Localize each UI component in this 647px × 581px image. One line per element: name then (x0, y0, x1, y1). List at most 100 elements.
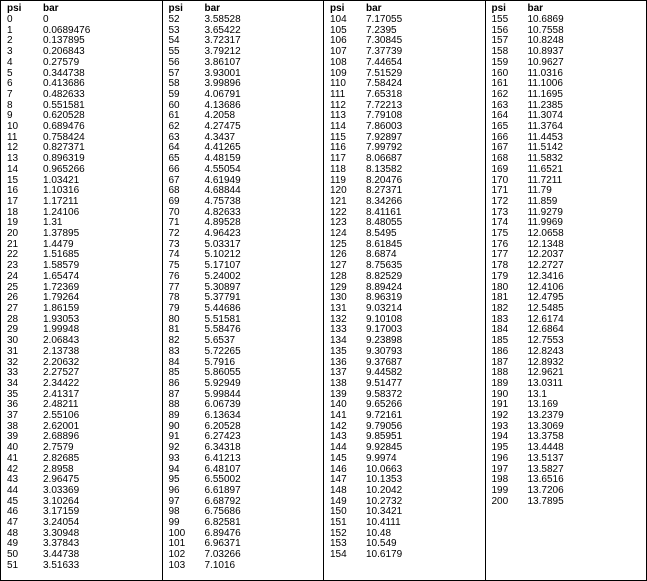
table-row: 402.7579 (7, 443, 162, 454)
table-row: 1399.58372 (330, 390, 485, 401)
table-row: 785.37791 (169, 293, 324, 304)
table-row: 362.48211 (7, 400, 162, 411)
table-row: 664.55054 (169, 165, 324, 176)
bar-cell: 3.51633 (35, 561, 162, 572)
psi-cell: 93 (169, 454, 197, 465)
bar-cell: 8.13582 (358, 165, 485, 176)
table-row: 352.41317 (7, 390, 162, 401)
table-row: 17512.0658 (492, 229, 647, 240)
table-row: 795.44686 (169, 304, 324, 315)
table-row: 1037.1016 (169, 561, 324, 572)
table-row: 15910.9627 (492, 58, 647, 69)
table-row: 18412.6864 (492, 325, 647, 336)
psi-cell: 24 (7, 272, 35, 283)
table-row: 1167.99792 (330, 143, 485, 154)
psi-cell: 108 (330, 58, 358, 69)
table-row: 17211.859 (492, 197, 647, 208)
table-row: 1459.9974 (330, 454, 485, 465)
table-row: 15810.8937 (492, 47, 647, 58)
psi-cell: 83 (169, 347, 197, 358)
table-row: 40.27579 (7, 58, 162, 69)
bar-cell: 13.0311 (520, 379, 647, 390)
table-row: 382.62001 (7, 422, 162, 433)
table-row: 815.58476 (169, 325, 324, 336)
table-row: 211.4479 (7, 240, 162, 251)
table-row: 18712.8932 (492, 358, 647, 369)
table-row: 14910.2732 (330, 497, 485, 508)
table-row: 1218.34266 (330, 197, 485, 208)
table-row: 312.13738 (7, 347, 162, 358)
table-row: 15510.6869 (492, 15, 647, 26)
table-row: 1127.72213 (330, 101, 485, 112)
table-row: 19713.5827 (492, 465, 647, 476)
table-row: 1208.27371 (330, 186, 485, 197)
table-row: 16211.1695 (492, 90, 647, 101)
table-row: 775.30897 (169, 283, 324, 294)
bar-cell: 6.41213 (197, 454, 324, 465)
bar-cell: 0.965266 (35, 165, 162, 176)
table-row: 17011.7211 (492, 176, 647, 187)
table-row: 443.03369 (7, 486, 162, 497)
table-row: 261.79264 (7, 293, 162, 304)
table-row: 18512.7553 (492, 336, 647, 347)
bar-cell: 7.1016 (197, 561, 324, 572)
table-row: 1288.82529 (330, 272, 485, 283)
header-bar: bar (35, 3, 162, 15)
bar-cell: 11.6521 (520, 165, 647, 176)
table-row: 18212.5485 (492, 304, 647, 315)
table-row: 1057.2395 (330, 26, 485, 37)
table-row: 694.75738 (169, 197, 324, 208)
table-row: 241.65474 (7, 272, 162, 283)
psi-cell: 138 (330, 379, 358, 390)
table-row: 161.10316 (7, 186, 162, 197)
psi-cell: 51 (7, 561, 35, 572)
table-row: 835.72265 (169, 347, 324, 358)
bar-cell: 8.82529 (358, 272, 485, 283)
table-row: 735.03317 (169, 240, 324, 251)
table-row: 1178.06687 (330, 154, 485, 165)
table-row: 251.72369 (7, 283, 162, 294)
table-row: 412.82685 (7, 454, 162, 465)
table-row: 20013.7895 (492, 497, 647, 508)
table-row: 523.58528 (169, 15, 324, 26)
table-row: 16311.2385 (492, 101, 647, 112)
table-row: 1389.51477 (330, 379, 485, 390)
psi-cell: 4 (7, 58, 35, 69)
table-row: 19013.1 (492, 390, 647, 401)
table-row: 654.48159 (169, 154, 324, 165)
table-row: 463.17159 (7, 507, 162, 518)
table-row: 15410.6179 (330, 550, 485, 561)
table-row: 1147.86003 (330, 122, 485, 133)
table-row: 432.96475 (7, 475, 162, 486)
table-row: 19613.5137 (492, 454, 647, 465)
table-row: 19313.3069 (492, 422, 647, 433)
table-row: 956.55002 (169, 475, 324, 486)
table-row: 906.20528 (169, 422, 324, 433)
table-row: 1298.89424 (330, 283, 485, 294)
column-3: psibar1047.170551057.23951067.308451077.… (323, 1, 485, 580)
table-row: 916.27423 (169, 432, 324, 443)
bar-cell: 5.92949 (197, 379, 324, 390)
column-header: psibar (330, 3, 485, 15)
bar-cell: 1.65474 (35, 272, 162, 283)
table-row: 17111.79 (492, 186, 647, 197)
bar-cell: 9.30793 (358, 347, 485, 358)
table-row: 1188.13582 (330, 165, 485, 176)
table-row: 302.06843 (7, 336, 162, 347)
table-row: 614.2058 (169, 111, 324, 122)
table-row: 946.48107 (169, 465, 324, 476)
psi-cell: 34 (7, 379, 35, 390)
table-row: 17712.2037 (492, 250, 647, 261)
table-row: 1409.65266 (330, 400, 485, 411)
table-row: 755.17107 (169, 261, 324, 272)
psi-cell: 154 (330, 550, 358, 561)
table-row: 1248.5495 (330, 229, 485, 240)
table-row: 765.24002 (169, 272, 324, 283)
table-row: 1268.6874 (330, 250, 485, 261)
table-row: 936.41213 (169, 454, 324, 465)
table-row: 1117.65318 (330, 90, 485, 101)
table-row: 1047.17055 (330, 15, 485, 26)
table-row: 1067.30845 (330, 36, 485, 47)
table-row: 17912.3416 (492, 272, 647, 283)
table-row: 986.75686 (169, 507, 324, 518)
